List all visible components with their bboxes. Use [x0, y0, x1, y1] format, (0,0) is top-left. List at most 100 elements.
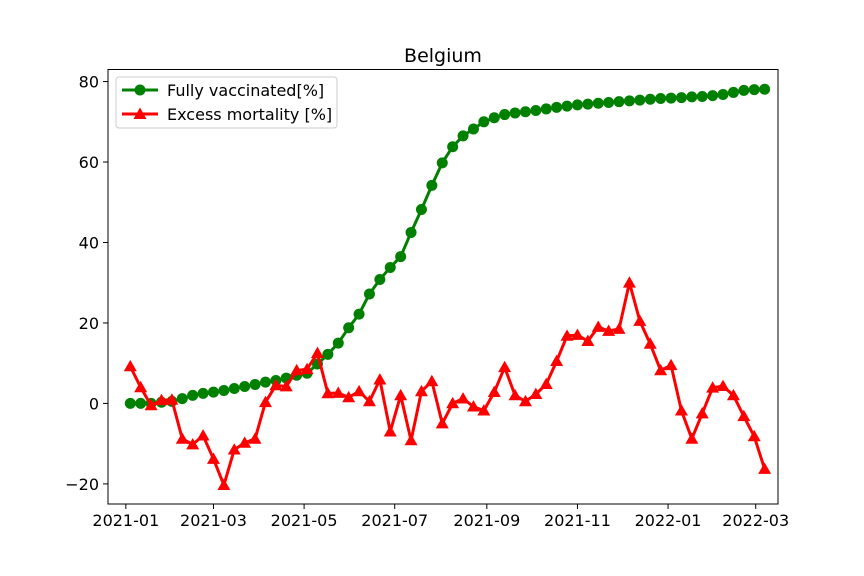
- data-point-vaccinated: [603, 96, 615, 108]
- data-point-excess-mortality: [477, 404, 491, 416]
- data-point-excess-mortality: [206, 452, 220, 464]
- data-point-vaccinated: [249, 379, 261, 391]
- data-point-excess-mortality: [310, 346, 324, 359]
- data-point-excess-mortality: [550, 354, 564, 367]
- data-point-vaccinated: [738, 84, 750, 96]
- data-point-excess-mortality: [539, 377, 553, 389]
- data-point-vaccinated: [655, 92, 667, 104]
- y-tick-label: −20: [65, 475, 99, 494]
- data-point-vaccinated: [675, 92, 687, 104]
- data-point-vaccinated: [623, 95, 635, 107]
- data-point-excess-mortality: [425, 374, 439, 387]
- data-point-vaccinated: [384, 261, 396, 273]
- data-point-vaccinated: [228, 383, 240, 395]
- data-point-excess-mortality: [716, 379, 730, 391]
- data-point-excess-mortality: [154, 393, 168, 406]
- data-point-vaccinated: [176, 393, 188, 405]
- y-tick-label: 20: [79, 314, 99, 333]
- data-point-vaccinated: [467, 123, 479, 135]
- data-point-vaccinated: [332, 337, 344, 349]
- x-tick-label: 2021-01: [92, 511, 159, 530]
- data-point-vaccinated: [644, 93, 656, 105]
- data-point-excess-mortality: [394, 388, 408, 401]
- data-point-vaccinated: [540, 103, 552, 115]
- chart-title: Belgium: [404, 45, 482, 67]
- data-point-vaccinated: [634, 94, 646, 106]
- legend-marker-excess-mortality: [133, 107, 147, 119]
- legend-label-vaccinated: Fully vaccinated[%]: [167, 81, 324, 100]
- data-point-excess-mortality: [217, 478, 231, 490]
- data-point-vaccinated: [561, 100, 573, 112]
- data-point-excess-mortality: [508, 388, 522, 401]
- data-point-vaccinated: [363, 288, 375, 300]
- data-point-vaccinated: [135, 397, 147, 409]
- data-point-excess-mortality: [591, 320, 605, 332]
- data-point-vaccinated: [509, 107, 521, 119]
- data-point-vaccinated: [374, 274, 386, 286]
- data-point-vaccinated: [530, 105, 542, 117]
- data-point-vaccinated: [613, 96, 625, 108]
- data-point-vaccinated: [259, 376, 271, 388]
- data-point-vaccinated: [488, 112, 500, 124]
- data-point-excess-mortality: [300, 362, 314, 375]
- data-point-excess-mortality: [435, 417, 449, 429]
- data-point-excess-mortality: [747, 429, 761, 442]
- data-point-excess-mortality: [737, 409, 751, 422]
- x-tick-label: 2021-03: [180, 511, 247, 530]
- data-point-vaccinated: [717, 88, 729, 100]
- data-point-vaccinated: [187, 389, 199, 401]
- x-tick-label: 2021-07: [361, 511, 428, 530]
- data-point-vaccinated: [571, 99, 583, 111]
- data-point-vaccinated: [665, 92, 677, 104]
- data-point-vaccinated: [519, 106, 531, 118]
- data-point-vaccinated: [592, 97, 604, 109]
- data-point-excess-mortality: [664, 358, 678, 371]
- data-point-vaccinated: [551, 101, 563, 113]
- data-point-excess-mortality: [622, 276, 636, 288]
- data-point-excess-mortality: [331, 386, 345, 398]
- data-point-excess-mortality: [165, 393, 179, 405]
- data-point-vaccinated: [343, 322, 355, 334]
- data-point-excess-mortality: [612, 322, 626, 334]
- data-point-vaccinated: [436, 157, 448, 169]
- data-point-excess-mortality: [695, 406, 709, 419]
- data-point-excess-mortality: [498, 360, 512, 373]
- data-point-excess-mortality: [383, 425, 397, 437]
- y-tick-label: 0: [89, 394, 99, 413]
- data-point-vaccinated: [405, 226, 417, 238]
- data-point-excess-mortality: [487, 385, 501, 398]
- data-point-excess-mortality: [466, 400, 480, 412]
- data-point-excess-mortality: [373, 373, 387, 385]
- y-tick-label: 80: [79, 73, 99, 92]
- data-point-excess-mortality: [758, 462, 772, 474]
- data-point-excess-mortality: [414, 384, 428, 397]
- data-point-excess-mortality: [279, 380, 293, 392]
- data-point-excess-mortality: [321, 386, 335, 399]
- data-point-excess-mortality: [602, 324, 616, 336]
- data-point-vaccinated: [322, 348, 334, 360]
- data-point-vaccinated: [447, 141, 459, 153]
- data-point-vaccinated: [686, 91, 698, 103]
- data-point-excess-mortality: [362, 394, 376, 407]
- series-line-excess-mortality: [128, 281, 767, 487]
- data-point-excess-mortality: [726, 388, 740, 401]
- data-point-excess-mortality: [134, 380, 148, 393]
- data-point-vaccinated: [415, 204, 427, 216]
- data-point-vaccinated: [478, 116, 490, 128]
- data-point-vaccinated: [197, 387, 209, 399]
- data-point-excess-mortality: [446, 396, 460, 409]
- data-point-excess-mortality: [238, 436, 252, 448]
- data-point-excess-mortality: [196, 429, 210, 441]
- legend-label-excess-mortality: Excess mortality [%]: [167, 105, 332, 124]
- x-tick-label: 2021-11: [544, 511, 611, 530]
- legend-marker-vaccinated: [134, 84, 146, 96]
- data-point-excess-mortality: [581, 334, 595, 346]
- legend: Fully vaccinated[%] Excess mortality [%]: [115, 76, 338, 129]
- data-point-excess-mortality: [175, 432, 189, 444]
- data-point-excess-mortality: [258, 395, 272, 408]
- data-point-excess-mortality: [404, 433, 418, 446]
- data-point-excess-mortality: [685, 432, 699, 444]
- data-point-vaccinated: [748, 84, 760, 96]
- data-point-excess-mortality: [654, 363, 668, 376]
